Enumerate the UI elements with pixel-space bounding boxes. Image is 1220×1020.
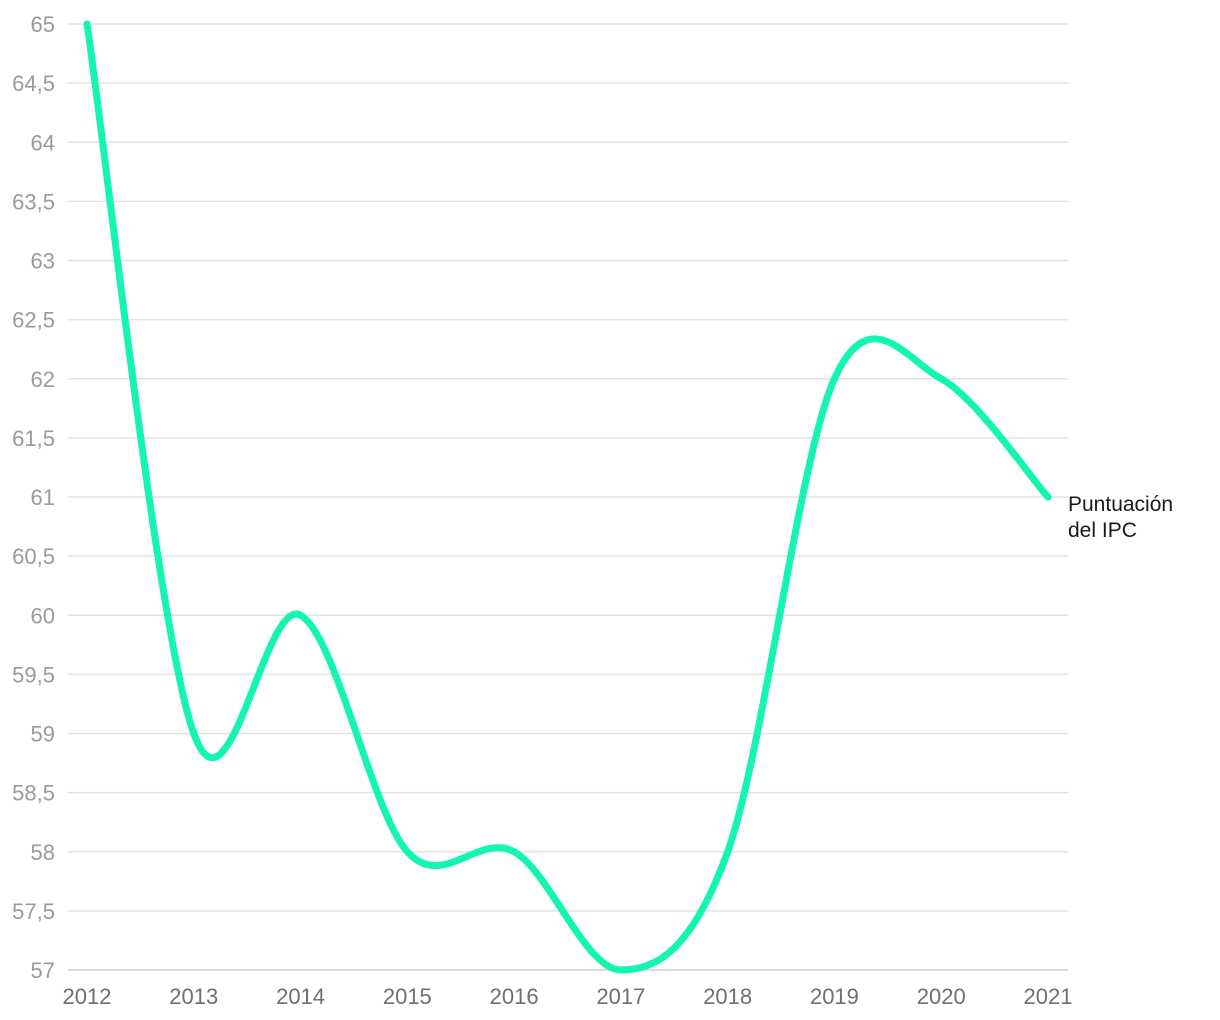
y-tick-label: 59 bbox=[31, 722, 55, 747]
y-tick-label: 62 bbox=[31, 367, 55, 392]
y-axis-tick-labels: 57 57,5 58 58,5 59 59,5 60 60,5 61 61,5 62 62,5 63 63… bbox=[12, 12, 55, 983]
gridlines bbox=[68, 23, 1068, 971]
y-tick-label: 58 bbox=[31, 840, 55, 865]
series-name-label-line: del IPC bbox=[1068, 519, 1137, 542]
x-tick-label: 2019 bbox=[810, 984, 859, 1009]
data-point bbox=[724, 848, 732, 856]
data-point bbox=[510, 848, 518, 856]
y-tick-label: 61,5 bbox=[12, 426, 55, 451]
data-point bbox=[1044, 493, 1052, 501]
data-point bbox=[937, 375, 945, 383]
y-tick-label: 60 bbox=[31, 603, 55, 628]
series-name-label-line: Puntuación bbox=[1068, 493, 1173, 516]
x-tick-label: 2018 bbox=[703, 984, 752, 1009]
y-tick-label: 57,5 bbox=[12, 899, 55, 924]
y-tick-label: 62,5 bbox=[12, 308, 55, 333]
y-tick-label: 59,5 bbox=[12, 662, 55, 687]
y-tick-label: 64 bbox=[31, 130, 55, 155]
data-point bbox=[297, 611, 305, 619]
x-tick-label: 2021 bbox=[1024, 984, 1073, 1009]
data-point bbox=[83, 20, 91, 28]
x-tick-label: 2013 bbox=[169, 984, 218, 1009]
y-tick-label: 57 bbox=[31, 958, 55, 983]
data-point bbox=[403, 848, 411, 856]
series-layer bbox=[83, 20, 1052, 974]
x-tick-label: 2017 bbox=[596, 984, 645, 1009]
data-point bbox=[830, 375, 838, 383]
y-tick-label: 64,5 bbox=[12, 71, 55, 96]
y-tick-label: 65 bbox=[31, 12, 55, 37]
x-tick-label: 2012 bbox=[63, 984, 112, 1009]
data-point bbox=[617, 966, 625, 974]
y-tick-label: 58,5 bbox=[12, 781, 55, 806]
x-tick-label: 2015 bbox=[383, 984, 432, 1009]
x-tick-label: 2014 bbox=[276, 984, 325, 1009]
y-tick-label: 63 bbox=[31, 249, 55, 274]
y-tick-label: 61 bbox=[31, 485, 55, 510]
data-point bbox=[190, 730, 198, 737]
series-labels: Puntuación del IPC bbox=[1068, 493, 1173, 542]
x-axis-tick-labels: 2012 2013 2014 2015 2016 2017 2018 2019 2020 2021 bbox=[63, 984, 1073, 1009]
y-tick-label: 60,5 bbox=[12, 544, 55, 569]
y-tick-label: 63,5 bbox=[12, 189, 55, 214]
series-name-label: Puntuación del IPC bbox=[1068, 493, 1173, 542]
x-tick-label: 2016 bbox=[490, 984, 539, 1009]
x-tick-label: 2020 bbox=[917, 984, 966, 1009]
